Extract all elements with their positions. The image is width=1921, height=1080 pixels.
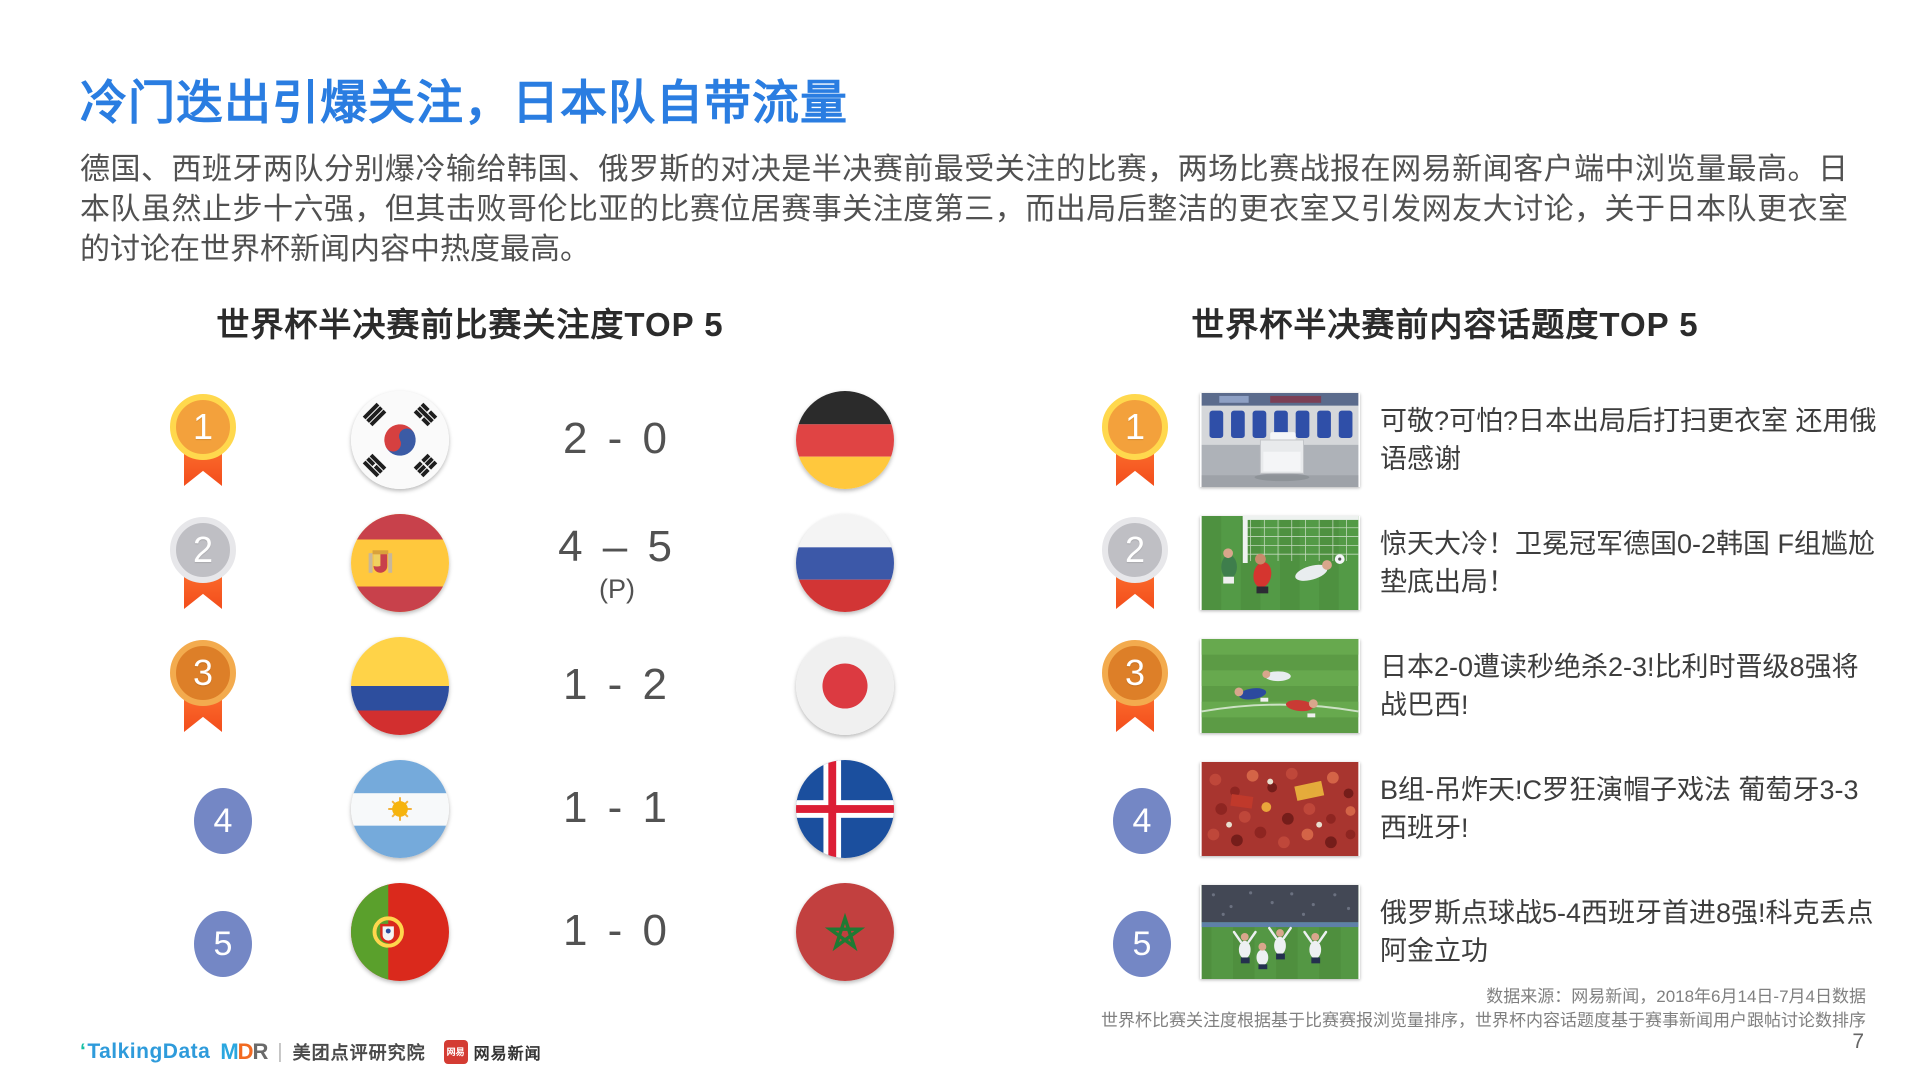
netease-news-logo: 网易 网易新闻 [443,1040,542,1064]
rank-number: 5 [1113,911,1171,977]
meituan-dianping-logo: 美团点评研究院 [292,1043,426,1063]
rank-number: 1 [170,394,236,460]
rank-badge: 5 [170,886,252,986]
flag-spain-icon [351,514,449,612]
talkingdata-logo: ‘TalkingData [80,1040,211,1063]
left-ranking-title: 世界杯半决赛前比赛关注度TOP 5 [216,306,724,343]
flag-morocco-icon [796,883,894,981]
score-note: (P) [599,573,635,604]
news-row: 4 B组-吊炸天!C罗狂演帽子戏法 葡萄牙3-3西班牙! [1095,751,1895,867]
news-row: 5 俄罗斯点球战5-4西班牙首进8强!科克丢点阿金立功 [1095,874,1895,990]
flag-iceland-icon [796,760,894,858]
rank-badge: 4 [170,763,252,863]
news-row: 3 日本2-0遭读秒绝杀2-3!比利时晋级8强将战巴西! [1095,628,1895,744]
rank-number: 3 [170,640,236,706]
rank-number: 2 [1102,517,1168,583]
rank-number: 5 [194,911,252,977]
match-row: 5 1 - 0 [150,874,950,990]
mdr-logo: MDR [220,1039,268,1064]
rank-number: 3 [1102,640,1168,706]
rank-number: 2 [170,517,236,583]
right-ranking-title: 世界杯半决赛前内容话题度TOP 5 [1191,306,1699,343]
rank-number: 4 [1113,788,1171,854]
match-score: 1 - 0 [562,906,672,955]
talkingdata-tick-icon: ‘ [80,1040,87,1063]
germany-korea-goal-photo [1200,516,1360,610]
news-headline: B组-吊炸天!C罗狂演帽子戏法 葡萄牙3-3西班牙! [1380,775,1859,843]
rank-number: 4 [194,788,252,854]
match-row: 1 2 - 0 [150,382,950,498]
news-row: 2 惊天大冷！卫冕冠军德国0-2韩国 F组尴尬垫底出局！ [1095,505,1895,621]
flag-japan-icon [796,637,894,735]
intro-paragraph: 德国、西班牙两队分别爆冷输给韩国、俄罗斯的对决是半决赛前最受关注的比赛，两场比赛… [80,153,1848,266]
source-line-2: 世界杯比赛关注度根据基于比赛赛报浏览量排序，世界杯内容话题度基于赛事新闻用户跟帖… [1101,1011,1866,1030]
match-row: 3 1 - 2 [150,628,950,744]
news-headline: 可敬?可怕?日本出局后打扫更衣室 还用俄语感谢 [1380,406,1877,474]
match-score: 4 – 5 [558,521,676,571]
bronze-medal-icon: 3 [1102,640,1168,740]
news-headline: 惊天大冷！卫冕冠军德国0-2韩国 F组尴尬垫底出局！ [1380,529,1876,597]
footer-logos: ‘TalkingData MDR | 美团点评研究院 网易 网易新闻 [80,1038,542,1066]
source-line-1: 数据来源：网易新闻，2018年6月14日-7月4日数据 [1486,987,1866,1006]
match-score: 1 - 2 [562,660,672,709]
match-row: 2 4 – 5 (P) [150,505,950,621]
japan-belgium-pitch-photo [1200,639,1360,733]
match-score: 2 - 0 [562,414,672,463]
page-number: 7 [1852,1030,1864,1053]
news-headline: 日本2-0遭读秒绝杀2-3!比利时晋级8强将战巴西! [1380,652,1859,720]
flag-germany-icon [796,391,894,489]
flag-colombia-icon [351,637,449,735]
flag-argentina-icon [351,760,449,858]
flag-south-korea-icon [351,391,449,489]
flag-russia-icon [796,514,894,612]
netease-badge-icon: 网易 [443,1040,468,1064]
gold-medal-icon: 1 [1102,394,1168,494]
silver-medal-icon: 2 [170,517,236,617]
flag-portugal-icon [351,883,449,981]
rank-badge: 4 [1102,763,1171,863]
news-row: 1 可敬?可怕?日本出局后打扫更衣室 还用俄语感谢 [1095,382,1895,498]
russia-spain-celebration-photo [1200,885,1360,979]
portugal-spain-fans-photo [1200,762,1360,856]
gold-medal-icon: 1 [170,394,236,494]
news-headline: 俄罗斯点球战5-4西班牙首进8强!科克丢点阿金立功 [1380,898,1874,966]
data-source-note: 数据来源：网易新闻，2018年6月14日-7月4日数据 世界杯比赛关注度根据基于… [1101,985,1866,1033]
rank-badge: 5 [1102,886,1171,986]
silver-medal-icon: 2 [1102,517,1168,617]
match-row: 4 1 - 1 [150,751,950,867]
bronze-medal-icon: 3 [170,640,236,740]
rank-number: 1 [1102,394,1168,460]
japan-dressing-room-photo [1200,393,1360,487]
page-title: 冷门迭出引爆关注，日本队自带流量 [80,76,848,129]
match-score: 1 - 1 [562,783,672,832]
logo-divider: | [277,1040,283,1063]
